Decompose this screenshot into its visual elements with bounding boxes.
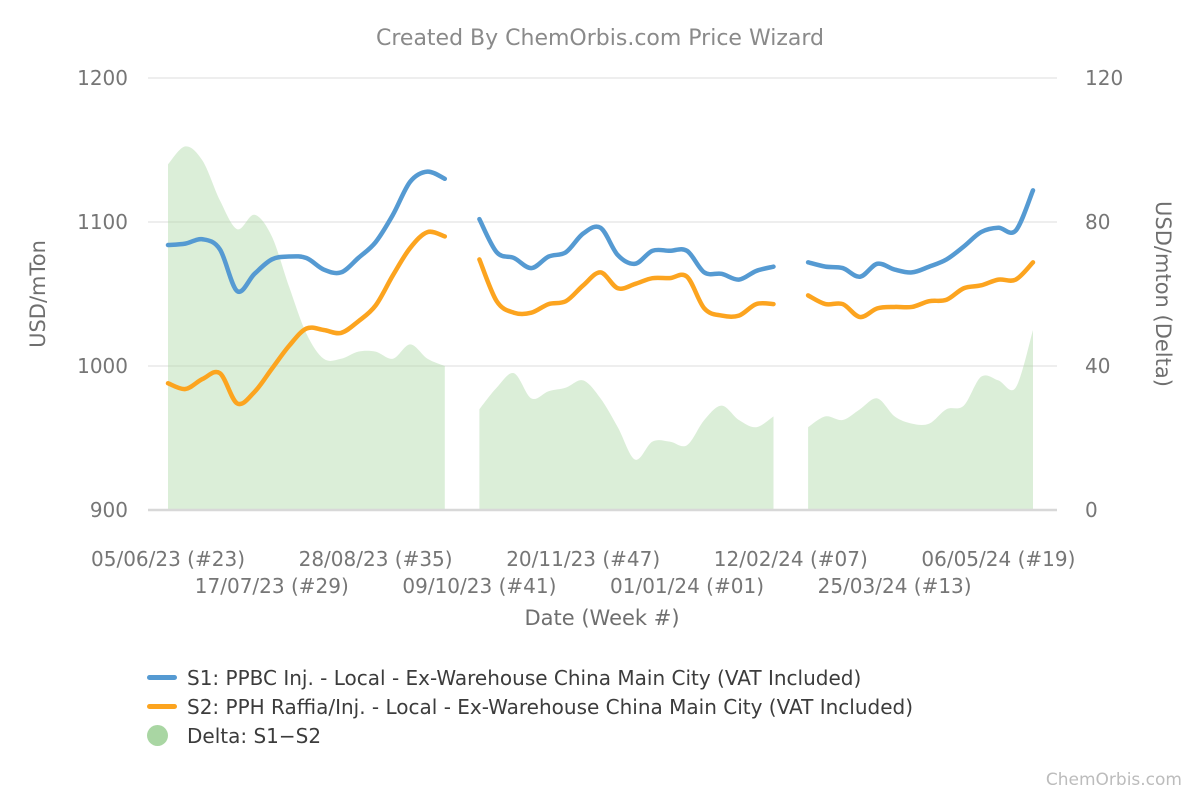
s1-line-segment-1 <box>477 216 776 282</box>
y-left-tick-1100: 1100 <box>77 210 128 234</box>
delta-area-segment-1 <box>479 372 774 510</box>
y-right-tick-0: 0 <box>1085 498 1098 522</box>
s1-line-segment-2 <box>805 188 1036 279</box>
y-axis-left-title: USD/mTon <box>26 240 50 348</box>
y-right-tick-120: 120 <box>1085 66 1124 90</box>
y-left-tick-1000: 1000 <box>77 354 128 378</box>
legend: S1: PPBC Inj. - Local - Ex-Warehouse Chi… <box>147 663 913 750</box>
legend-label-s2: S2: PPH Raffia/Inj. - Local - Ex-Warehou… <box>187 694 914 719</box>
x-tick-18: 09/10/23 (#41) <box>402 574 557 598</box>
s2-line-segment-1 <box>477 257 776 320</box>
chemorbis-watermark: ChemOrbis.com <box>1045 770 1182 790</box>
x-tick-24: 20/11/23 (#47) <box>506 547 661 571</box>
x-tick-42: 25/03/24 (#13) <box>817 574 972 598</box>
x-tick-6: 17/07/23 (#29) <box>194 574 349 598</box>
x-tick-12: 28/08/23 (#35) <box>298 547 453 571</box>
s1-swatch-zone <box>147 675 177 680</box>
s2-swatch-zone <box>147 704 177 709</box>
y-left-tick-900: 900 <box>89 498 128 522</box>
s1-line-swatch <box>147 675 177 680</box>
x-axis-title: Date (Week #) <box>524 606 680 630</box>
delta-area-swatch <box>147 725 168 746</box>
x-tick-30: 01/01/24 (#01) <box>610 574 764 598</box>
legend-item-s1[interactable]: S1: PPBC Inj. - Local - Ex-Warehouse Chi… <box>147 663 913 692</box>
y-right-tick-80: 80 <box>1085 210 1111 234</box>
delta-swatch-zone <box>147 725 177 746</box>
legend-item-delta[interactable]: Delta: S1−S2 <box>147 721 913 750</box>
delta-area-segment-2 <box>808 330 1033 510</box>
legend-label-s1: S1: PPBC Inj. - Local - Ex-Warehouse Chi… <box>187 665 862 690</box>
s2-line-segment-2 <box>805 260 1036 320</box>
delta-area-segment-0 <box>168 146 445 510</box>
chart-title: Created By ChemOrbis.com Price Wizard <box>375 26 824 51</box>
s1-line-segment-0 <box>165 169 448 295</box>
s2-line-segment-0 <box>165 229 448 407</box>
legend-label-delta: Delta: S1−S2 <box>187 723 322 748</box>
legend-item-s2[interactable]: S2: PPH Raffia/Inj. - Local - Ex-Warehou… <box>147 692 913 721</box>
x-tick-36: 12/02/24 (#07) <box>713 547 868 571</box>
x-tick-0: 05/06/23 (#23) <box>91 547 245 571</box>
x-tick-48: 06/05/24 (#19) <box>921 547 1076 571</box>
s2-line-swatch <box>147 704 177 709</box>
y-right-tick-40: 40 <box>1085 354 1111 378</box>
y-left-tick-1200: 1200 <box>77 66 128 90</box>
